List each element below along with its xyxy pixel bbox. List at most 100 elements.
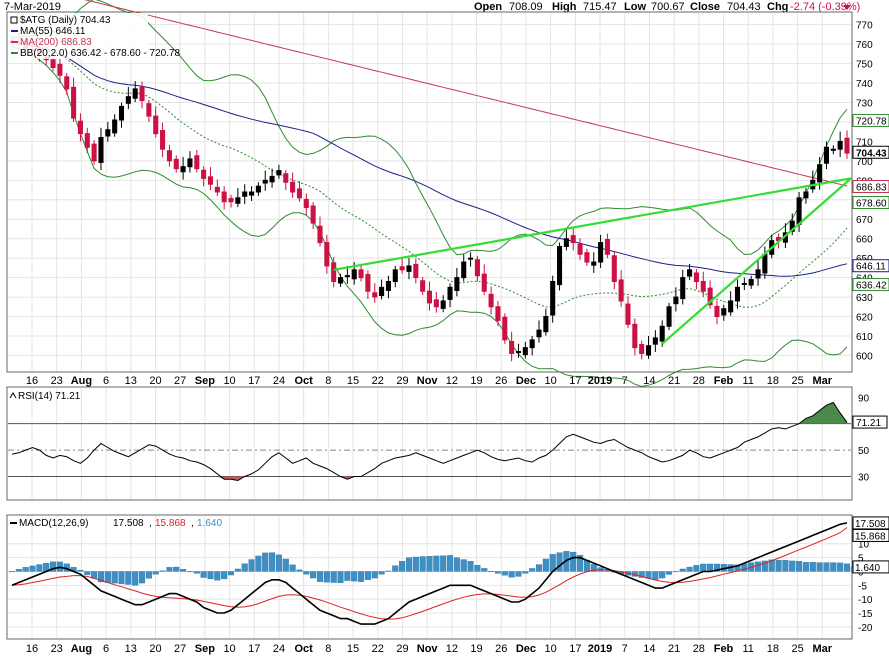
- macd-histogram-bar: [186, 571, 193, 573]
- candle-body: [474, 259, 480, 277]
- y-tick-label: 700: [856, 157, 873, 168]
- last-value-box: [852, 196, 889, 210]
- macd-histogram-bar: [125, 571, 132, 585]
- candle-body: [625, 303, 631, 325]
- macd-histogram-bar: [796, 561, 803, 572]
- macd-histogram-bar: [159, 570, 166, 572]
- macd-tick-label: -5: [858, 581, 867, 592]
- macd-tick-label: -15: [858, 609, 873, 620]
- candle-body: [118, 105, 125, 121]
- macd-histogram-bar: [741, 563, 748, 572]
- candle-body: [180, 166, 186, 173]
- candle-body: [50, 59, 56, 68]
- macd-histogram-bar: [659, 571, 666, 579]
- rsi-oversold-fill: [12, 476, 847, 481]
- macd-histogram-bar: [214, 571, 221, 581]
- x-tick-label: 28: [693, 375, 705, 387]
- candle-body: [296, 188, 302, 199]
- rsi-tick-label: 30: [858, 473, 870, 484]
- candle-body: [98, 137, 104, 163]
- macd-histogram-bar: [460, 559, 467, 572]
- macd-histogram-bar: [570, 551, 577, 572]
- macd-line: [11, 522, 848, 625]
- x-tick-label: 13: [125, 375, 137, 387]
- macd-histogram-bar: [816, 562, 823, 572]
- candle-body: [557, 245, 563, 286]
- x-tick-label: Aug: [71, 375, 92, 387]
- candle-body: [803, 191, 809, 199]
- macd-histogram-bar: [515, 571, 522, 577]
- bb-lower-band: [11, 45, 848, 388]
- x-tick-label: 26: [495, 375, 507, 387]
- macd-histogram-bar: [440, 555, 447, 572]
- macd-histogram-bar: [501, 571, 508, 576]
- x-tick-label: 17: [569, 375, 581, 387]
- x-tick-label: 12: [446, 375, 458, 387]
- last-value-label: 636.42: [856, 281, 887, 292]
- macd-histogram-bar: [36, 564, 43, 572]
- x-tick-label: 8: [325, 643, 331, 655]
- candle-body: [659, 325, 665, 342]
- macd-histogram-bar: [399, 561, 406, 572]
- rsi-tick-label: 50: [858, 446, 870, 457]
- x-tick-label: Oct: [294, 375, 313, 387]
- macd-histogram-bar: [97, 571, 105, 583]
- signal-separator: ,: [191, 518, 194, 529]
- macd-histogram-bar: [337, 571, 344, 583]
- y-tick-label: 660: [856, 235, 873, 246]
- macd-histogram-bar: [672, 571, 679, 573]
- candle-body: [194, 155, 200, 170]
- macd-histogram-bar: [344, 571, 351, 581]
- x-tick-label: 17: [248, 375, 260, 387]
- x-tick-label: Sep: [195, 375, 215, 387]
- y-tick-label: 760: [856, 40, 873, 51]
- macd-histogram-bar: [50, 561, 57, 572]
- candle-body: [132, 88, 138, 99]
- macd-histogram-bar: [535, 564, 543, 572]
- candle-body: [160, 130, 166, 150]
- rsi-last-box: [852, 415, 888, 429]
- macd-histogram-bar: [529, 568, 536, 572]
- candle-body: [461, 261, 467, 279]
- candle-body: [187, 158, 193, 168]
- chg-label: Chg: [767, 1, 788, 13]
- x-tick-label: Dec: [516, 375, 536, 387]
- macd-histogram-bar: [693, 565, 700, 572]
- candle-body: [563, 238, 569, 247]
- candle-body: [577, 243, 583, 255]
- x-tick-label: 29: [396, 375, 408, 387]
- y-tick-label: 670: [856, 215, 873, 226]
- candle-body: [249, 191, 255, 196]
- candle-body: [303, 198, 309, 209]
- y-tick-label: 730: [856, 99, 873, 110]
- macd-histogram-bar: [392, 565, 399, 572]
- candle-body: [207, 176, 214, 185]
- price-summary: Open 708.09 High 715.47 Low 700.67 Close…: [474, 1, 860, 13]
- x-tick-label: 16: [26, 375, 38, 387]
- candle-body: [755, 269, 761, 279]
- x-tick-label: 25: [791, 375, 803, 387]
- candle-body: [228, 198, 234, 203]
- macd-histogram-bar: [508, 571, 515, 578]
- macd-histogram-bar: [193, 571, 200, 574]
- x-tick-label: 23: [51, 375, 63, 387]
- dropdown-triangle-icon[interactable]: [843, 5, 851, 10]
- chart-date: 7-Mar-2019: [4, 1, 61, 13]
- candle-body: [276, 170, 282, 176]
- candle-body: [550, 281, 556, 316]
- candle-body: [406, 265, 412, 272]
- x-tick-label: Nov: [417, 643, 439, 655]
- x-tick-label: 22: [372, 375, 384, 387]
- candle-body: [379, 286, 385, 297]
- macd-histogram-bar: [768, 559, 775, 572]
- macd-histogram-bar: [207, 571, 214, 580]
- candle-body: [214, 186, 220, 193]
- x-tick-label: 19: [470, 643, 482, 655]
- macd-histogram-bar: [77, 569, 84, 572]
- x-tick-label: 15: [347, 375, 359, 387]
- candle-body: [570, 235, 576, 244]
- candle-body: [337, 277, 344, 284]
- x-tick-label: 22: [372, 643, 384, 655]
- trendline-resistance: [333, 177, 852, 271]
- macd-tick-label: 10: [858, 540, 870, 551]
